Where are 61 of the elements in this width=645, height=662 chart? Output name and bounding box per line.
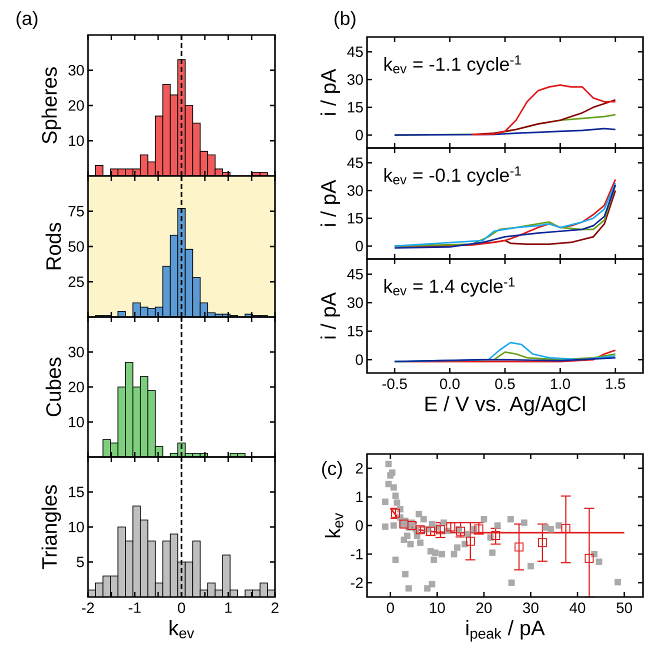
y-tick-label: -2 xyxy=(350,577,363,588)
y-tick-label: 0 xyxy=(356,130,363,140)
y-tick-label: 25 xyxy=(68,276,84,288)
text: (c) xyxy=(322,461,342,479)
text: (b) xyxy=(334,11,356,29)
y-axis-title: i / pA xyxy=(320,292,340,338)
y-tick-label: 30 xyxy=(347,185,363,196)
y-tick-label: 15 xyxy=(69,486,84,498)
y-tick-label: 50 xyxy=(68,241,84,252)
y-tick-label: 10 xyxy=(69,522,84,532)
x-tick-label: 0 xyxy=(386,602,394,614)
x-axis-title: E / V vs. Ag/AgCl xyxy=(426,396,585,416)
y-tick-label: 1 xyxy=(356,492,363,502)
x-axis-title: k$_{ev}$ xyxy=(170,620,194,638)
x-tick-label: 50 xyxy=(616,602,632,614)
y-axis-title: Triangles xyxy=(42,485,62,570)
x-tick-label: -0.5 xyxy=(382,378,407,390)
y-axis-title: i / pA xyxy=(320,180,340,226)
y-tick-label: 2 xyxy=(356,463,363,474)
y-tick-label: 45 xyxy=(347,268,363,280)
y-tick-label: 15 xyxy=(348,213,363,224)
x-tick-label: 1 xyxy=(225,602,232,613)
y-tick-label: 45 xyxy=(347,158,363,168)
y-tick-label: 15 xyxy=(348,326,363,336)
x-tick-label: 1.0 xyxy=(550,378,570,390)
annotation: k$_{ev}$ = 1.4 cycle$^{-1}$ xyxy=(384,277,515,297)
y-axis-title: Rods xyxy=(46,222,62,270)
y-tick-label: 10 xyxy=(69,416,84,428)
y-tick-label: 0 xyxy=(356,240,363,252)
x-tick-label: 30 xyxy=(522,602,538,614)
annotation: k$_{ev}$ = -1.1 cycle$^{-1}$ xyxy=(384,55,521,75)
x-tick-label: 40 xyxy=(570,602,586,614)
y-tick-label: 30 xyxy=(347,297,363,308)
x-tick-label: 0.0 xyxy=(440,378,460,390)
y-tick-label: 0 xyxy=(356,520,363,531)
y-tick-label: 0 xyxy=(356,354,363,365)
y-tick-label: 30 xyxy=(68,64,84,76)
x-tick-label: 1.5 xyxy=(606,378,626,389)
y-tick-label: 15 xyxy=(348,102,363,113)
x-tick-label: -1 xyxy=(128,602,141,613)
y-tick-label: 45 xyxy=(347,46,363,58)
text: (a) xyxy=(16,11,38,29)
y-tick-label: 10 xyxy=(69,135,84,146)
x-tick-label: 0.5 xyxy=(495,378,515,390)
y-tick-label: -1 xyxy=(350,548,363,560)
y-tick-label: 30 xyxy=(68,346,84,358)
x-tick-label: 20 xyxy=(476,602,492,614)
y-axis-title: Cubes xyxy=(46,358,62,416)
x-tick-label: 10 xyxy=(430,602,445,614)
y-axis-title: Spheres xyxy=(42,67,62,144)
x-axis-title: i$_{peak}$ / pA xyxy=(466,620,545,642)
y-axis-title: i / pA xyxy=(320,68,340,115)
y-tick-label: 30 xyxy=(347,74,363,85)
y-tick-label: 20 xyxy=(68,100,84,111)
x-tick-label: -2 xyxy=(82,602,94,613)
y-tick-label: 5 xyxy=(76,556,84,568)
y-tick-label: 75 xyxy=(68,206,84,216)
x-tick-label: 0 xyxy=(178,602,186,614)
x-tick-label: 2 xyxy=(272,602,278,613)
annotation: k$_{ev}$ = -0.1 cycle$^{-1}$ xyxy=(384,166,521,186)
y-axis-title: k$_{ev}$ xyxy=(324,512,344,538)
